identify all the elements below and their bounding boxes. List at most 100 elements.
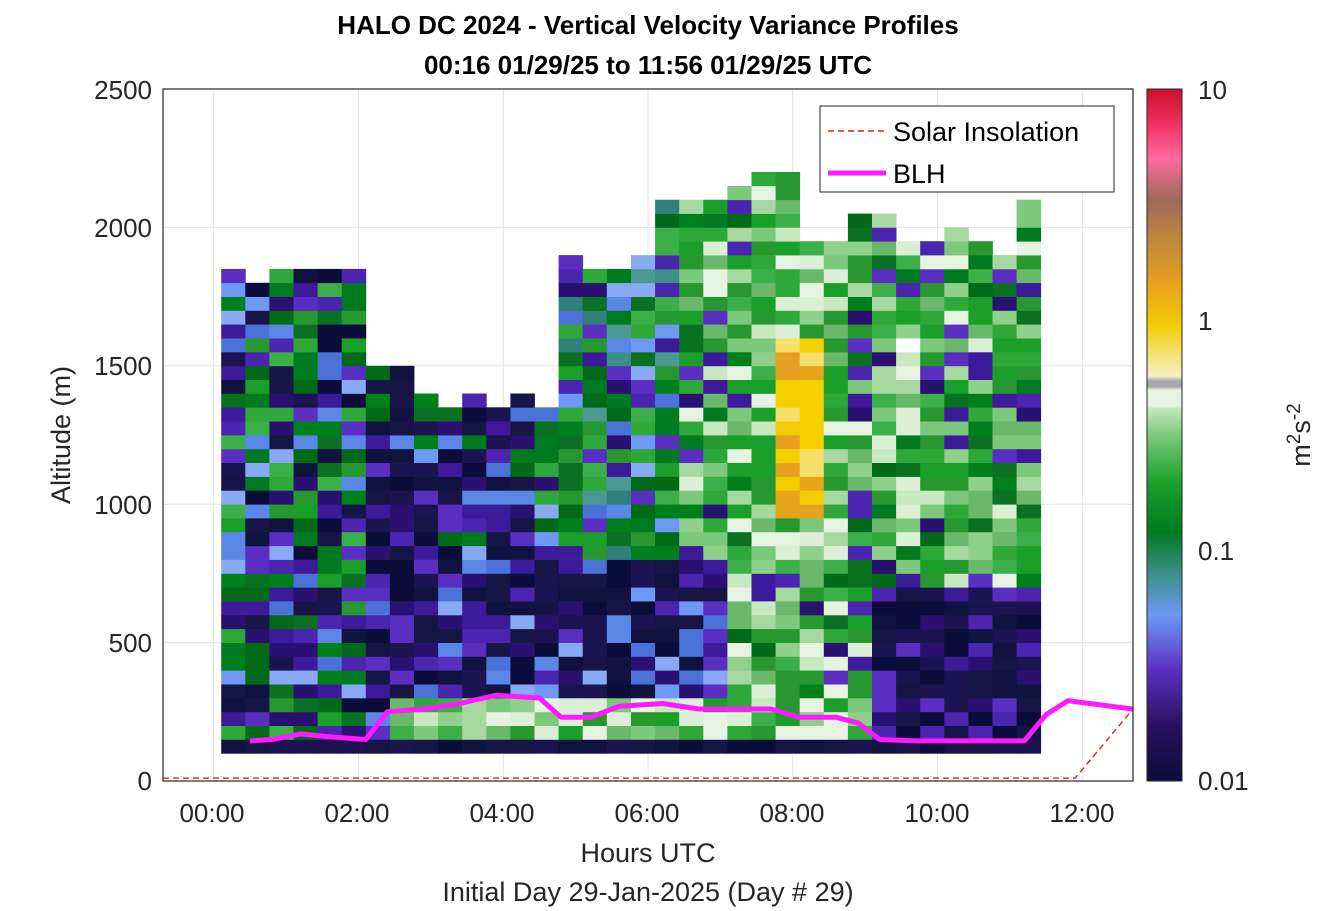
heatmap-cell xyxy=(655,504,680,519)
heatmap-cell xyxy=(631,587,656,602)
heatmap-cell xyxy=(582,684,608,699)
heatmap-cell xyxy=(775,518,801,533)
heatmap-cell xyxy=(582,698,608,713)
heatmap-cell xyxy=(606,421,632,436)
heatmap-cell xyxy=(823,241,849,256)
heatmap-cell xyxy=(775,268,801,284)
heatmap-cell xyxy=(775,393,801,408)
heatmap-cell xyxy=(823,656,849,671)
heatmap-cell xyxy=(414,518,439,533)
heatmap-cell xyxy=(221,476,246,491)
heatmap-cell xyxy=(703,296,728,311)
heatmap-cell xyxy=(847,365,873,380)
heatmap-cell xyxy=(245,490,270,505)
heatmap-cell xyxy=(727,352,752,367)
heatmap-cell xyxy=(751,476,776,491)
heatmap-cell xyxy=(944,601,969,616)
heatmap-cell xyxy=(992,559,1017,574)
heatmap-cell xyxy=(703,628,728,643)
heatmap-cell xyxy=(655,365,680,380)
heatmap-cell xyxy=(655,241,680,256)
heatmap-cell xyxy=(872,601,897,616)
heatmap-cell xyxy=(510,711,535,726)
heatmap-cell xyxy=(389,545,415,560)
heatmap-cell xyxy=(655,462,680,477)
heatmap-cell xyxy=(365,601,391,616)
heatmap-cell xyxy=(245,407,270,422)
heatmap-cell xyxy=(606,296,632,311)
heatmap-cell xyxy=(389,393,415,408)
heatmap-cell xyxy=(847,628,873,643)
heatmap-cell xyxy=(1016,296,1042,311)
heatmap-cell xyxy=(872,448,897,463)
heatmap-cell xyxy=(582,268,608,284)
heatmap-cell xyxy=(799,255,825,270)
heatmap-cell xyxy=(679,448,704,463)
heatmap-cell xyxy=(558,296,584,311)
heatmap-cell xyxy=(582,725,608,740)
heatmap-cell xyxy=(341,559,367,574)
heatmap-cell xyxy=(679,407,704,422)
heatmap-cell xyxy=(414,587,439,602)
heatmap-cell xyxy=(847,227,873,242)
heatmap-cell xyxy=(486,628,511,643)
heatmap-cell xyxy=(872,739,897,754)
heatmap-cell xyxy=(317,435,343,450)
heatmap-cell xyxy=(655,739,680,754)
heatmap-cell xyxy=(317,407,343,422)
heatmap-cell xyxy=(269,310,294,325)
heatmap-cell xyxy=(438,656,463,671)
heatmap-cell xyxy=(920,531,945,547)
heatmap-cell xyxy=(944,684,969,699)
heatmap-cell xyxy=(389,365,415,380)
heatmap-cell xyxy=(221,296,246,311)
heatmap-cell xyxy=(221,324,246,339)
heatmap-cell xyxy=(365,587,391,602)
heatmap-cell xyxy=(462,684,487,699)
heatmap-cell xyxy=(365,739,391,754)
heatmap-cell xyxy=(992,573,1017,588)
heatmap-cell xyxy=(847,587,873,602)
heatmap-cell xyxy=(414,670,439,685)
x-tick-label: 08:00 xyxy=(759,798,824,828)
heatmap-cell xyxy=(389,490,415,505)
heatmap-cell xyxy=(341,504,367,519)
heatmap-cell xyxy=(655,255,680,270)
heatmap-cell xyxy=(896,421,921,436)
heatmap-cell xyxy=(847,476,873,491)
heatmap-cell xyxy=(920,393,945,408)
heatmap-cell xyxy=(751,628,776,643)
heatmap-cell xyxy=(872,614,897,630)
heatmap-cell xyxy=(462,614,487,630)
heatmap-cell xyxy=(847,393,873,408)
heatmap-cell xyxy=(896,490,921,505)
heatmap-cell xyxy=(703,684,728,699)
heatmap-cell xyxy=(293,670,318,685)
heatmap-cell xyxy=(751,365,776,380)
heatmap-cell xyxy=(679,684,704,699)
heatmap-cell xyxy=(293,421,318,436)
heatmap-cell xyxy=(823,642,849,657)
heatmap-cell xyxy=(631,282,656,297)
heatmap-cell xyxy=(872,227,897,242)
heatmap-cell xyxy=(751,324,776,339)
heatmap-cell xyxy=(462,628,487,643)
heatmap-cell xyxy=(462,573,487,588)
heatmap-cell xyxy=(727,393,752,408)
heatmap-cell xyxy=(389,379,415,394)
heatmap-cell xyxy=(751,490,776,505)
heatmap-cell xyxy=(968,656,993,671)
heatmap-cell xyxy=(992,255,1017,270)
heatmap-cell xyxy=(317,379,343,394)
heatmap-cell xyxy=(823,670,849,685)
heatmap-cell xyxy=(462,601,487,616)
heatmap-cell xyxy=(703,559,728,574)
heatmap-cell xyxy=(221,282,246,297)
heatmap-cell xyxy=(992,448,1017,463)
heatmap-cell xyxy=(679,352,704,367)
heatmap-cell xyxy=(896,282,921,297)
heatmap-cell xyxy=(414,614,439,630)
heatmap-cell xyxy=(703,199,728,214)
heatmap-cell xyxy=(317,310,343,325)
heatmap-cell xyxy=(558,504,584,519)
